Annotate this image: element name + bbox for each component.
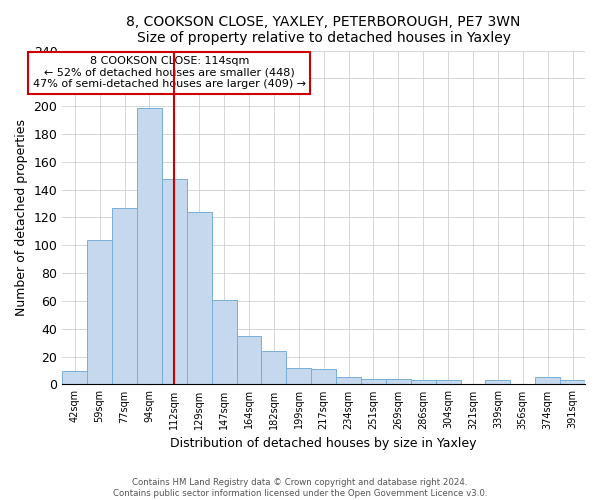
- Bar: [411, 380, 436, 384]
- Bar: [386, 379, 411, 384]
- Bar: [236, 336, 262, 384]
- Bar: [187, 212, 212, 384]
- Title: 8, COOKSON CLOSE, YAXLEY, PETERBOROUGH, PE7 3WN
Size of property relative to det: 8, COOKSON CLOSE, YAXLEY, PETERBOROUGH, …: [127, 15, 521, 45]
- Bar: [311, 369, 336, 384]
- Text: Contains HM Land Registry data © Crown copyright and database right 2024.
Contai: Contains HM Land Registry data © Crown c…: [113, 478, 487, 498]
- Bar: [436, 380, 461, 384]
- Bar: [87, 240, 112, 384]
- Bar: [162, 178, 187, 384]
- Bar: [560, 380, 585, 384]
- Bar: [262, 351, 286, 384]
- Y-axis label: Number of detached properties: Number of detached properties: [15, 119, 28, 316]
- Bar: [62, 370, 87, 384]
- Bar: [485, 380, 511, 384]
- Bar: [137, 108, 162, 384]
- Bar: [212, 300, 236, 384]
- Text: 8 COOKSON CLOSE: 114sqm
← 52% of detached houses are smaller (448)
47% of semi-d: 8 COOKSON CLOSE: 114sqm ← 52% of detache…: [33, 56, 306, 90]
- X-axis label: Distribution of detached houses by size in Yaxley: Distribution of detached houses by size …: [170, 437, 477, 450]
- Bar: [286, 368, 311, 384]
- Bar: [336, 378, 361, 384]
- Bar: [112, 208, 137, 384]
- Bar: [535, 378, 560, 384]
- Bar: [361, 379, 386, 384]
